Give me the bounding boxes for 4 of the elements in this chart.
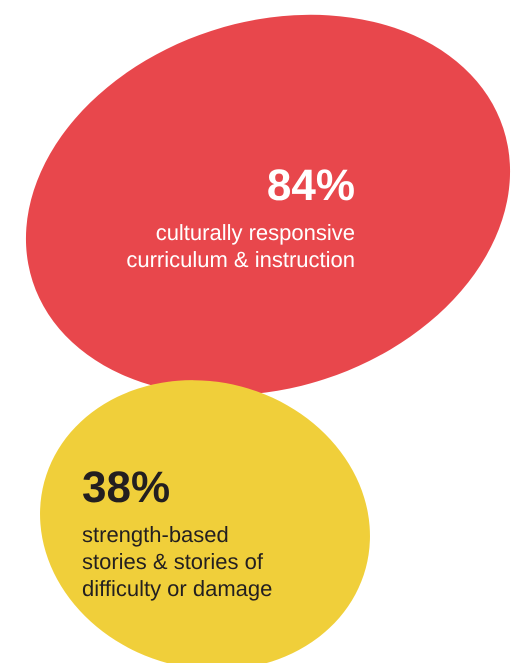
category-label: culturally responsive curriculum & instruction xyxy=(126,220,355,272)
data-label: 84% xyxy=(266,161,355,210)
data-label: 38% xyxy=(82,463,170,512)
category-label: strength-based stories & stories of difficulty or damage xyxy=(82,522,272,601)
